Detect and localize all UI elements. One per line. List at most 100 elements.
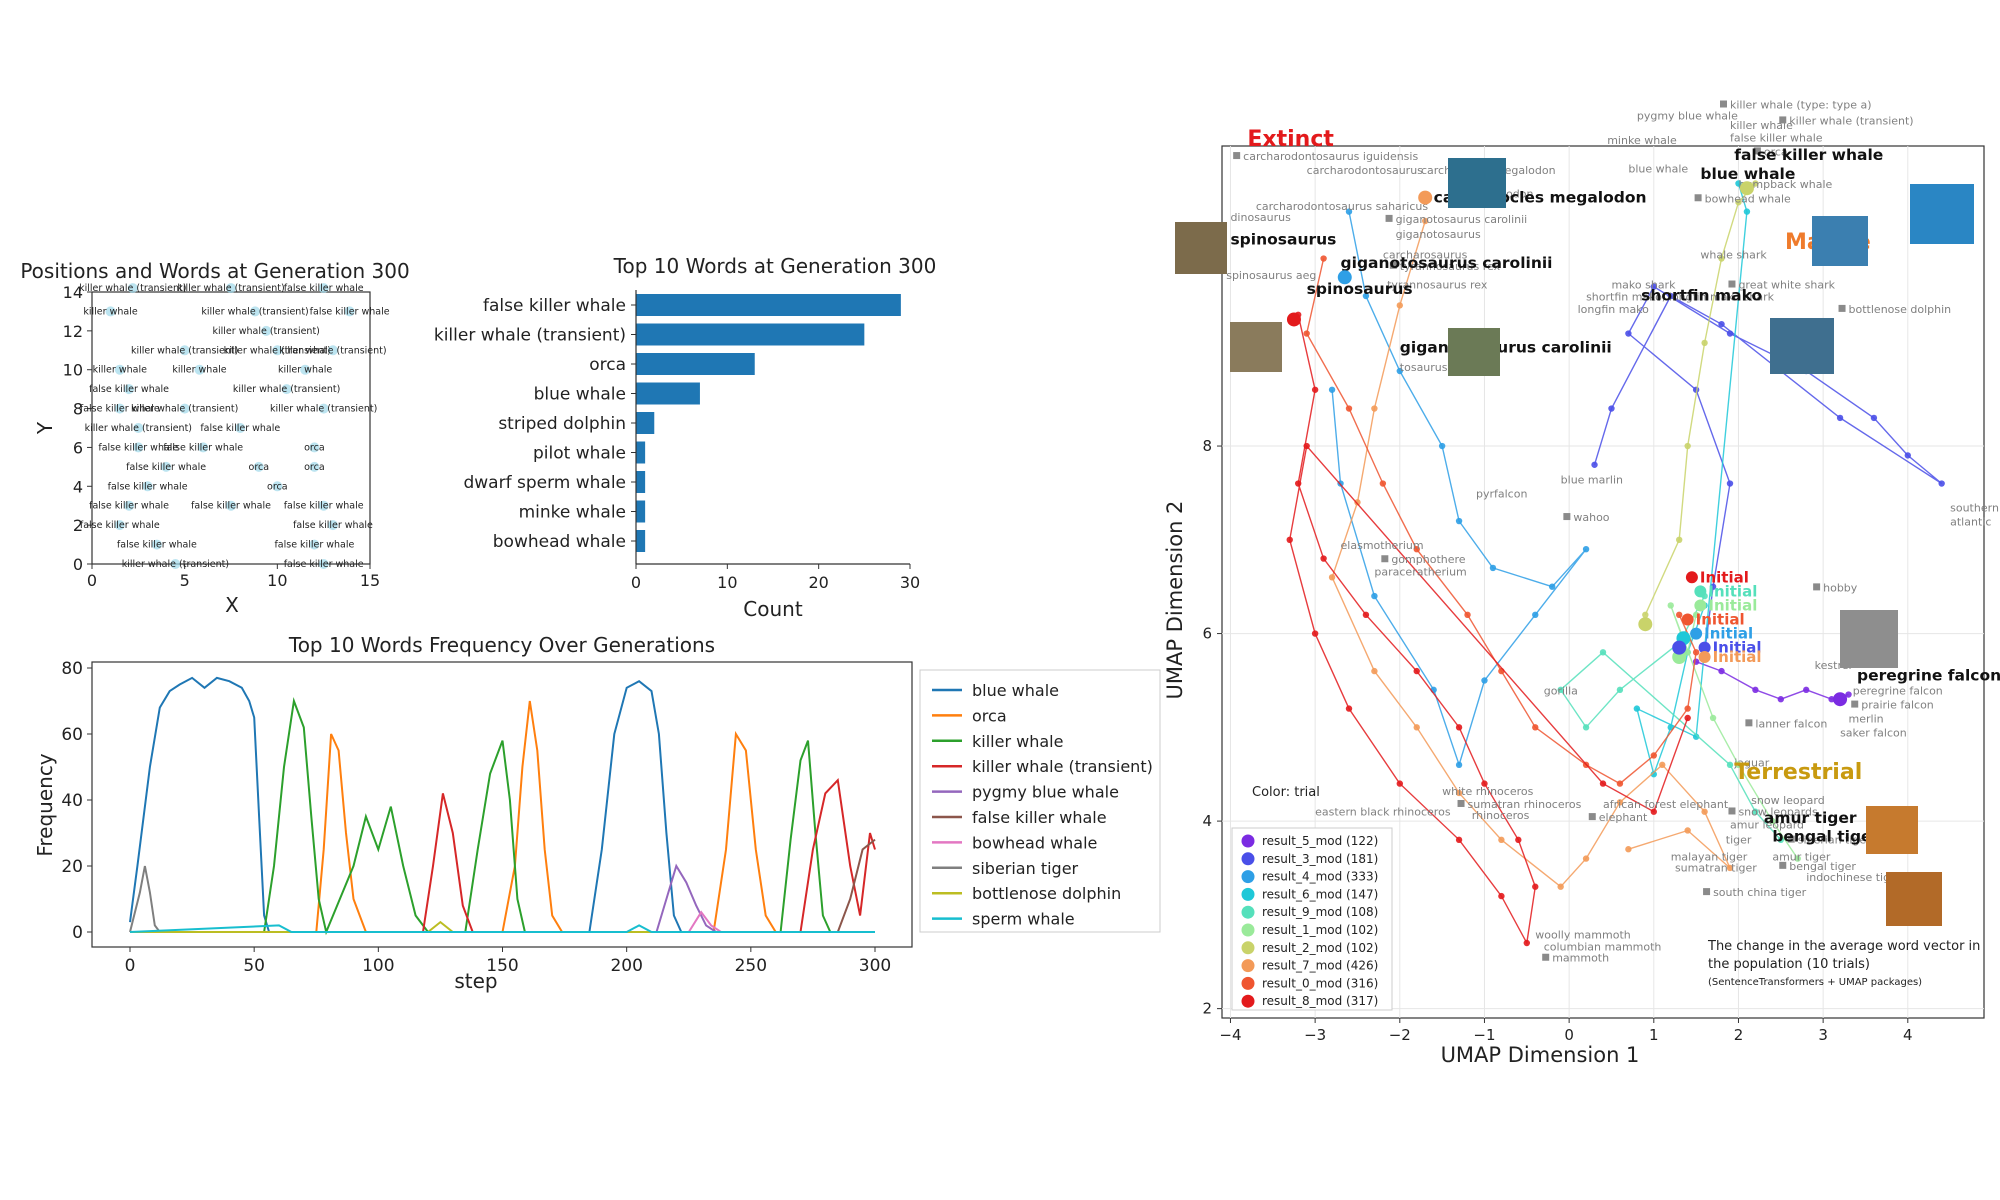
positions-ytick-label: 4 [73,477,83,496]
word-count-bar [636,412,655,434]
position-word-label: false killer whale [293,520,373,531]
line-xtick-label: 250 [735,956,767,976]
key-word-label: amur tiger [1764,809,1857,827]
trajectory-point [1498,892,1505,900]
umap-ytick-label: 4 [1202,812,1212,830]
initial-label: Initial [1700,568,1749,586]
positions-ytick-label: 12 [63,322,83,341]
trajectory-point [1362,292,1370,300]
trajectory-point [1709,714,1717,722]
trajectory-point [1582,724,1590,731]
umap-xtick-label: −1 [1473,1026,1495,1044]
word-count-bar [636,323,865,346]
position-point [124,500,135,511]
trajectory-point [1616,780,1624,787]
position-word-label: killer whale (transient) [201,306,308,317]
line-xtick-label: 200 [610,956,642,976]
line-ytick-label: 80 [61,659,83,679]
word-count-bar [636,441,646,464]
line-plot-frame [91,661,913,948]
trajectory-point [1515,836,1522,844]
trajectory-point [1481,780,1488,787]
trajectory-point [1701,339,1708,347]
position-word-label: killer whale (transient) [177,283,284,294]
trajectory-point [1836,414,1844,422]
bar-xtick-label: 20 [808,573,828,592]
positions-ylabel: Y [33,421,57,435]
word-anchor-label: mako shark [1611,279,1676,292]
region-label: Terrestrial [1734,760,1862,785]
trajectory-point [1667,292,1674,300]
positions-xtick-label: 0 [87,571,97,590]
initial-marker [1694,599,1707,612]
word-anchor-label: whale shark [1700,249,1767,262]
trajectory-point [1345,405,1353,412]
positions-scatter-panel: Positions and Words at Generation 300 0 5… [20,259,409,617]
anchor-square [1838,304,1846,312]
word-anchor-label: bowhead whale [1705,192,1791,205]
trajectory-point [1557,883,1564,890]
positions-ytick-label: 0 [73,555,83,574]
word-anchor-label: tyrannosaurus rex [1400,260,1501,273]
trial-legend-swatch [1241,959,1255,973]
trajectory-point [1769,817,1776,825]
trajectory-point [1608,405,1615,412]
positions-xlabel: X [225,593,239,617]
word-count-bar [636,500,646,523]
line-xtick-label: 300 [859,956,891,976]
trajectory-point [1532,611,1539,619]
word-anchor-label: false killer whale [1730,131,1823,144]
trajectory-point [1396,367,1404,375]
trial-legend-name: result_9_mod (108) [1262,905,1378,919]
trajectory-point [1599,649,1607,656]
position-word-label: false killer whale [284,283,364,294]
trajectory-point [1455,517,1463,525]
trajectory-point [1464,611,1471,619]
word-anchor-label: wahoo [1573,511,1609,524]
word-anchor-label: siberian tiger [1798,834,1871,847]
trial-endpoint-marker [1286,312,1301,327]
trajectory-point [1718,320,1725,328]
position-word-label: killer whale (transient) [213,326,320,337]
frequency-line-panel: Top 10 Words Frequency Over Generations … [33,633,1161,993]
bar-category-label: pilot whale [533,444,626,464]
anchor-square [1563,513,1571,521]
trajectory-point [1659,761,1666,769]
trajectory-point [1752,686,1759,694]
positions-xtick-label: 5 [180,571,190,590]
line-xtick-label: 50 [243,956,265,976]
word-anchor-label: paraceratherium [1374,565,1466,578]
bar-category-label: dwarf sperm whale [463,473,626,493]
key-word-label: spinosaurus [1230,230,1336,248]
trial-legend-swatch [1241,976,1255,990]
word-anchor-label: elasmotherium [1341,539,1424,552]
initial-marker [1685,571,1698,584]
legend-series-name: bottlenose dolphin [972,884,1121,903]
line-ylabel: Frequency [33,753,57,856]
trajectory-point [1692,611,1700,619]
line-ytick-label: 20 [61,857,83,877]
frequency-series-line [130,863,875,933]
word-anchor-label: eastern black rhinoceros [1315,805,1451,818]
legend-series-name: siberian tiger [972,859,1079,878]
trajectory-point [1692,733,1700,740]
trial-endpoint-marker [1418,190,1433,205]
trial-legend-name: result_5_mod (122) [1262,834,1378,848]
bar-category-label: striped dolphin [498,414,626,434]
word-anchor-label: carcharodontosaurus iguidensis [1243,150,1418,163]
megalodon-thumbnail [1448,158,1506,208]
anchor-square [1389,261,1397,269]
key-word-label: false killer whale [1734,146,1883,164]
position-point [127,283,138,294]
position-point [261,325,272,336]
bar-category-label: bowhead whale [493,532,626,552]
word-anchor-label: bengal tiger [1789,860,1856,873]
trajectory-point [1532,724,1539,731]
anchor-square [1542,953,1550,961]
legend-series-name: killer whale (transient) [972,757,1153,776]
trajectory-point [1413,724,1420,731]
position-word-label: killer whale (transient) [233,384,340,395]
trajectory-point [1625,330,1632,337]
trajectory-point [1870,414,1878,422]
word-count-bar [636,382,700,405]
